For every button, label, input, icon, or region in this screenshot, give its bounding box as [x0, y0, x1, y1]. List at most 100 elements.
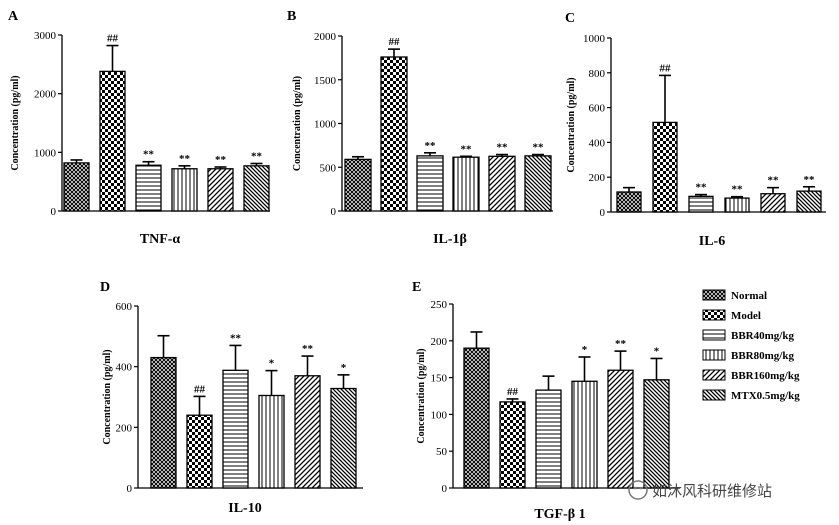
- chart-panel-a: 0 1000 2000 3000 A Concentration (pg/ml) ## ** *…: [8, 9, 270, 247]
- significance-label: **: [302, 343, 314, 355]
- bar-bbr40mg-kg: [222, 369, 249, 489]
- bar-bbr40mg-kg: [688, 195, 714, 213]
- wechat-icon-eye-left: [633, 486, 637, 490]
- significance-label: *: [269, 358, 275, 370]
- chart-title: IL-1β: [433, 232, 467, 247]
- panel-letter: B: [287, 9, 296, 24]
- y-tick-label: 0: [600, 207, 606, 219]
- y-tick-label: 0: [127, 483, 133, 495]
- legend-swatch-checker: [702, 309, 726, 321]
- watermark: 如沐风科研维修站: [628, 480, 772, 500]
- bar-bbr160mg-kg: [294, 375, 321, 489]
- significance-label: **: [497, 142, 509, 154]
- bar-mtx0-5mg-kg: [243, 165, 270, 212]
- legend-label: Normal: [731, 290, 767, 302]
- y-tick-label: 1000: [314, 119, 337, 131]
- chart-title: TNF-α: [140, 232, 181, 247]
- significance-label: ##: [507, 386, 519, 398]
- panel-letter: C: [565, 11, 575, 26]
- significance-label: *: [654, 345, 660, 357]
- bar-mtx0-5mg-kg: [796, 190, 822, 213]
- significance-label: **: [179, 153, 191, 165]
- significance-label: **: [425, 140, 437, 152]
- y-tick-label: 400: [589, 137, 606, 149]
- legend-label: Model: [731, 310, 761, 322]
- y-tick-label: 200: [431, 336, 448, 348]
- panel-letter: A: [8, 9, 19, 24]
- y-tick-label: 150: [431, 373, 448, 385]
- y-tick-label: 1000: [583, 33, 606, 45]
- y-axis-label: Concentration (pg/ml): [566, 77, 577, 172]
- bar-model: [499, 401, 526, 489]
- significance-label: **: [230, 332, 242, 344]
- wechat-icon: [628, 480, 648, 500]
- bar-bbr40mg-kg: [416, 155, 444, 212]
- bar-normal: [463, 347, 490, 489]
- chart-title: IL-10: [228, 501, 261, 516]
- bar-bbr80mg-kg: [724, 197, 750, 213]
- significance-label: **: [143, 149, 155, 161]
- legend-label: BBR80mg/kg: [731, 350, 794, 362]
- y-tick-label: 0: [51, 206, 57, 218]
- legend-swatch-hlines: [702, 329, 726, 341]
- significance-label: **: [251, 150, 263, 162]
- significance-label: ##: [194, 383, 206, 395]
- y-tick-label: 0: [331, 206, 337, 218]
- bar-mtx0-5mg-kg: [330, 387, 357, 489]
- y-tick-label: 800: [589, 68, 606, 80]
- significance-label: **: [215, 154, 227, 166]
- legend-swatch-vlines: [702, 349, 726, 361]
- legend: Normal Model BBR40mg/kg BBR80mg/kg BBR160mg/…: [702, 289, 800, 402]
- y-tick-label: 2000: [34, 89, 57, 101]
- chart-title: TGF-β 1: [534, 507, 585, 522]
- significance-label: ##: [389, 36, 401, 48]
- bar-bbr160mg-kg: [207, 168, 234, 212]
- bar-bbr160mg-kg: [760, 193, 786, 213]
- y-axis-label: Concentration (pg/ml): [10, 75, 21, 170]
- significance-label: ##: [107, 33, 119, 45]
- chart-panel-c: 0 200 400 600 800 1000 C Concentration (pg/ml) #…: [565, 11, 826, 249]
- panel-letter: E: [412, 280, 421, 295]
- y-tick-label: 1500: [314, 75, 337, 87]
- y-tick-label: 1000: [34, 147, 57, 159]
- legend-swatch-diag: [702, 369, 726, 381]
- legend-label: BBR160mg/kg: [731, 370, 800, 382]
- watermark-text: 如沐风科研维修站: [652, 482, 772, 500]
- legend-label: BBR40mg/kg: [731, 330, 794, 342]
- significance-label: ##: [660, 62, 672, 74]
- significance-label: **: [804, 174, 816, 186]
- panel-letter: D: [100, 280, 110, 295]
- legend-swatch-crosshatch: [702, 289, 726, 301]
- bar-bbr80mg-kg: [571, 380, 598, 489]
- y-axis-label: Concentration (pg/ml): [292, 76, 303, 171]
- y-tick-label: 3000: [34, 30, 57, 42]
- significance-label: **: [732, 184, 744, 196]
- y-tick-label: 200: [116, 422, 133, 434]
- bar-mtx0-5mg-kg: [643, 379, 670, 489]
- bar-bbr80mg-kg: [452, 156, 480, 212]
- bar-bbr40mg-kg: [535, 389, 562, 489]
- significance-label: **: [461, 143, 473, 155]
- significance-label: *: [341, 362, 347, 374]
- y-tick-label: 250: [431, 299, 448, 311]
- bar-model: [186, 414, 213, 489]
- bar-mtx0-5mg-kg: [524, 155, 552, 212]
- legend-label: MTX0.5mg/kg: [731, 390, 800, 402]
- legend-swatch-diagdense: [702, 389, 726, 401]
- y-tick-label: 100: [431, 409, 448, 421]
- bar-bbr160mg-kg: [607, 369, 634, 489]
- y-tick-label: 200: [589, 172, 606, 184]
- significance-label: **: [615, 338, 627, 350]
- bar-bbr40mg-kg: [135, 164, 162, 212]
- chart-title: IL-6: [699, 234, 725, 249]
- y-tick-label: 600: [116, 301, 133, 313]
- y-tick-label: 400: [116, 362, 133, 374]
- significance-label: **: [696, 182, 708, 194]
- bar-normal: [344, 158, 372, 212]
- bar-model: [380, 56, 408, 212]
- y-tick-label: 50: [436, 446, 448, 458]
- chart-panel-e: 0 50 100 150 200 250 E Concentration (pg/ml) ## *…: [412, 280, 680, 522]
- significance-label: **: [768, 175, 780, 187]
- y-axis-label: Concentration (pg/ml): [102, 349, 113, 444]
